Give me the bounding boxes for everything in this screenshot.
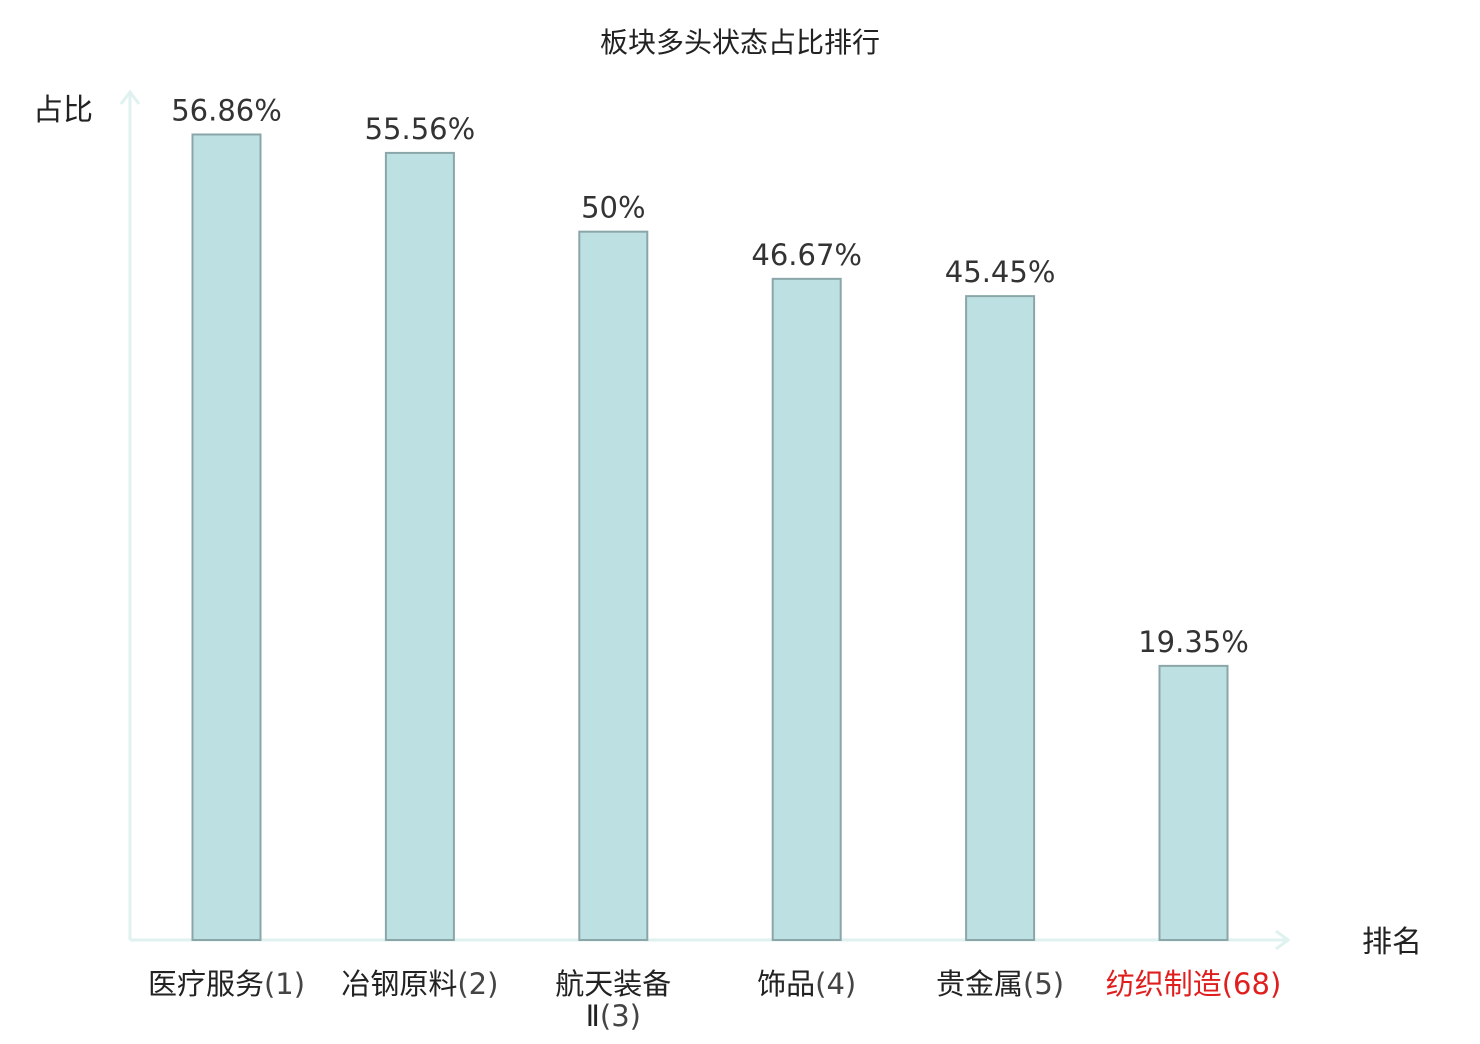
x-tick-rank-6: (68) — [1222, 967, 1282, 1001]
bar-2 — [384, 151, 455, 941]
value-label-6: 19.35% — [1138, 625, 1249, 659]
x-tick-label-2: 冶钢原料(2) — [341, 967, 498, 1001]
value-label-2: 55.56% — [365, 112, 476, 146]
x-tick-name-5: 贵金属 — [936, 967, 1023, 1001]
bar-6 — [1158, 664, 1229, 941]
x-tick-rank-1: (1) — [264, 967, 305, 1001]
value-label-5: 45.45% — [945, 255, 1056, 289]
x-tick-name2-3: Ⅱ — [586, 999, 600, 1033]
value-label-4: 46.67% — [751, 238, 862, 272]
x-tick-name-4: 饰品 — [757, 967, 815, 1001]
x-axis-arrow — [1275, 929, 1291, 951]
x-tick-name-3: 航天装备 — [555, 967, 671, 1001]
y-axis-label: 占比 — [33, 93, 93, 128]
x-tick-name-6: 纺织制造 — [1106, 967, 1222, 1001]
value-label-3: 50% — [581, 191, 645, 225]
y-axis-arrow — [119, 89, 141, 105]
bar-4 — [771, 277, 842, 941]
x-tick-label-3-line2: Ⅱ(3) — [586, 999, 641, 1033]
x-tick-label-3: 航天装备 — [555, 967, 671, 1001]
x-tick-label-6: 纺织制造(68) — [1106, 967, 1282, 1001]
bar-1 — [191, 133, 262, 941]
x-axis-label: 排名 — [1362, 925, 1422, 960]
bars-group — [191, 133, 1229, 941]
x-tick-name-2: 冶钢原料 — [341, 967, 457, 1001]
value-label-1: 56.86% — [171, 93, 282, 127]
x-tick-label-5: 贵金属(5) — [936, 967, 1064, 1001]
chart-title: 板块多头状态占比排行 — [600, 26, 880, 59]
bar-5 — [965, 295, 1036, 941]
x-tick-rank-4: (4) — [815, 967, 856, 1001]
value-labels-group: 56.86% 55.56% 50% 46.67% 45.45% 19.35% — [171, 93, 1249, 658]
x-tick-name-1: 医疗服务 — [148, 967, 264, 1001]
bar-3 — [578, 230, 649, 941]
x-tick-label-4: 饰品(4) — [757, 967, 856, 1001]
x-tick-rank-5: (5) — [1023, 967, 1064, 1001]
x-tick-label-1: 医疗服务(1) — [148, 967, 305, 1001]
x-tick-rank-3: (3) — [600, 999, 641, 1033]
x-tick-rank-2: (2) — [457, 967, 498, 1001]
